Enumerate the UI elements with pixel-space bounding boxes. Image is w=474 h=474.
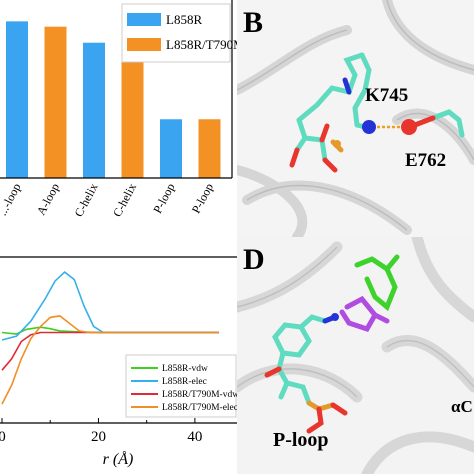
line-series-3 [1, 315, 219, 405]
bar-3 [121, 49, 144, 179]
bar-category-label-2: C-helix [71, 181, 100, 219]
legend-swatch-l858r-t790m [127, 38, 161, 51]
legend-text-l858r-vdw: L858R-vdw [162, 364, 208, 374]
bar-5 [198, 119, 221, 178]
legend-label-l858r: L858R [166, 12, 202, 27]
bar-4 [160, 119, 182, 178]
line-series-2 [1, 331, 219, 371]
legend-text-l858r-t790m-vdw: L858R/T790M-vdw [162, 390, 237, 400]
structure-b-image [237, 0, 474, 237]
structure-d-image [237, 237, 474, 474]
bar-chart-svg: ...-loop A-loop C-helix C-helix P-loop P-loop… [0, 0, 237, 219]
region-label-alpha-c: αC [451, 397, 473, 416]
residue-label-k745: K745 [365, 85, 409, 106]
bar-2 [83, 42, 105, 178]
bar-0 [6, 21, 28, 178]
bar-category-label-0: ...-loop [0, 181, 24, 218]
bar-category-label-3: C-helix [110, 181, 139, 219]
region-label-p-loop: P-loop [273, 429, 329, 451]
legend-text-l858r-t790m-elec: L858R/T790M-elec [162, 403, 237, 413]
line-series-1 [1, 271, 219, 341]
legend-swatch-l858r [127, 13, 161, 26]
x-tick-label-1: 20 [91, 429, 106, 445]
legend-text-l858r-elec: L858R-elec [162, 377, 207, 387]
panel-d-structure: D P-loop αC [237, 237, 474, 474]
panel-d-letter: D [243, 243, 265, 276]
legend-label-l858r-t790m: L858R/T790M [166, 37, 237, 52]
line-chart-legend: L858R-vdw L858R-elec L858R/T790M-vdw L85… [125, 354, 237, 418]
bar-category-label-4: P-loop [150, 181, 177, 216]
residue-label-e762: E762 [405, 150, 447, 171]
e762-oxygen-atom [401, 119, 417, 135]
line-chart-svg: 0 20 40 r (Å) L858R-vdw L858R-elec L858R/T… [0, 256, 237, 468]
bar-category-label-1: A-loop [34, 181, 62, 218]
bar-category-label-5: P-loop [189, 181, 216, 216]
x-tick-label-0: 0 [0, 429, 6, 445]
line-chart-x-axis-label: r (Å) [103, 450, 134, 468]
bar-1 [44, 26, 67, 179]
panel-b-letter: B [243, 6, 264, 39]
x-tick-label-2: 40 [187, 429, 202, 445]
k745-nitrogen-atom [362, 120, 376, 134]
panel-c-line-chart: 0 20 40 r (Å) L858R-vdw L858R-elec L858R/T… [0, 237, 237, 474]
panel-a-bar-chart: ...-loop A-loop C-helix C-helix P-loop P-loop… [0, 0, 237, 237]
bar-chart-legend: L858R L858R/T790M [121, 3, 237, 63]
panel-b-structure: B K745 E762 [237, 0, 474, 237]
